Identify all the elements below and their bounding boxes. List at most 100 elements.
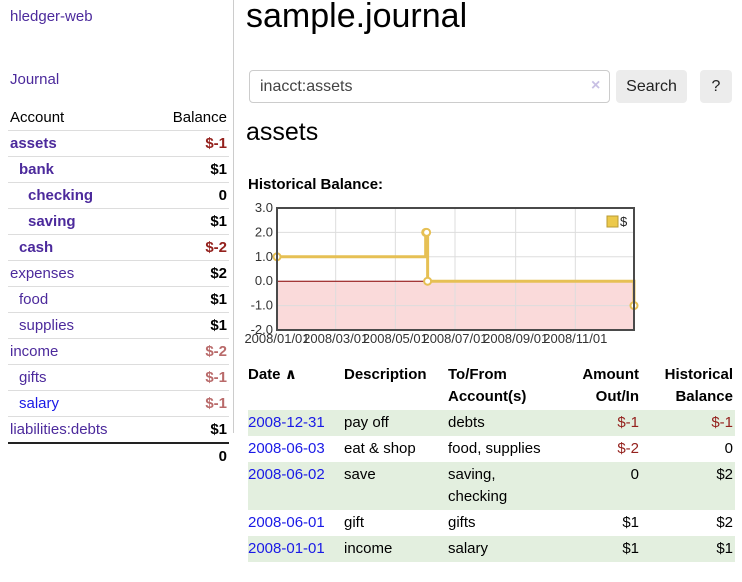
search-button[interactable]: Search xyxy=(616,70,687,103)
account-link-assets[interactable]: assets xyxy=(10,135,57,152)
legend-label: $ xyxy=(620,214,628,229)
transaction-date-link[interactable]: 2008-06-03 xyxy=(248,440,325,457)
transaction-date-link[interactable]: 2008-06-02 xyxy=(248,466,325,483)
y-tick-label: 2.0 xyxy=(255,224,273,239)
register-header-account: To/From Account(s) xyxy=(448,366,527,405)
register-row: 2008-06-02 save saving, checking 0 $2 xyxy=(248,462,735,510)
register-header-description: Description xyxy=(344,366,427,383)
account-row: expenses $2 xyxy=(8,260,229,287)
x-tick-label: 2008/01/01 xyxy=(244,331,309,346)
x-tick-label: 2008/11/01 xyxy=(543,331,607,346)
y-tick-label: -2.0 xyxy=(251,322,273,337)
data-point[interactable] xyxy=(423,276,433,286)
y-tick-label: 3.0 xyxy=(255,200,273,215)
register-table: Date ∧ Description To/From Account(s) Am… xyxy=(248,362,735,562)
transaction-amount: $-1 xyxy=(570,410,641,436)
account-balance: $-1 xyxy=(148,390,229,417)
accounts-header-row: Account Balance xyxy=(8,105,229,131)
account-row: salary $-1 xyxy=(8,390,229,417)
register-header-date[interactable]: Date ∧ xyxy=(248,366,297,383)
account-balance: $2 xyxy=(148,260,229,287)
register-header-amount: Amount Out/In xyxy=(582,366,639,405)
account-link-income[interactable]: income xyxy=(10,343,59,360)
transaction-description: gift xyxy=(344,514,365,531)
sort-ascending-icon: ∧ xyxy=(284,366,297,383)
account-balance: $1 xyxy=(148,286,229,313)
account-link-expenses[interactable]: expenses xyxy=(10,265,75,282)
transaction-description: income xyxy=(344,536,448,562)
page-title: sample.journal xyxy=(246,0,468,35)
account-row: gifts $-1 xyxy=(8,364,229,391)
transaction-description: pay off xyxy=(344,410,448,436)
transaction-balance: $-1 xyxy=(641,410,735,436)
x-tick-label: 2008/05/01 xyxy=(363,331,428,346)
y-tick-label: -1.0 xyxy=(251,298,273,313)
register-row: 2008-06-03 eat & shop food, supplies $-2 0 xyxy=(248,436,735,462)
transaction-amount: $1 xyxy=(622,514,639,531)
search-form: × Search ? xyxy=(249,70,732,103)
account-link-saving[interactable]: saving xyxy=(28,213,76,230)
y-tick-label: 1.0 xyxy=(255,249,273,264)
transaction-date-link[interactable]: 2008-01-01 xyxy=(248,540,325,557)
account-link-cash[interactable]: cash xyxy=(19,239,54,256)
sidebar-divider xyxy=(233,0,234,433)
clear-search-icon[interactable]: × xyxy=(591,77,601,94)
account-link-supplies[interactable]: supplies xyxy=(19,317,75,334)
transaction-description: eat & shop xyxy=(344,440,416,457)
x-tick-label: 2008/07/01 xyxy=(422,331,487,346)
register-row: 2008-12-31 pay off debts $-1 $-1 xyxy=(248,410,735,436)
transaction-balance: $2 xyxy=(716,514,733,531)
account-balance: $-1 xyxy=(148,130,229,157)
account-balance: $1 xyxy=(148,156,229,183)
search-input[interactable] xyxy=(249,70,610,103)
account-link-checking[interactable]: checking xyxy=(28,187,94,204)
register-row: 2008-01-01 income salary $1 $1 xyxy=(248,536,735,562)
transaction-date-link[interactable]: 2008-12-31 xyxy=(248,414,325,431)
account-link-salary[interactable]: salary xyxy=(19,395,60,412)
transaction-accounts: gifts xyxy=(448,514,476,531)
register-header-balance: Historical Balance xyxy=(664,366,733,405)
account-row: food $1 xyxy=(8,286,229,313)
account-balance: $-2 xyxy=(148,338,229,365)
transaction-balance: $1 xyxy=(641,536,735,562)
y-tick-label: 0.0 xyxy=(255,273,273,288)
account-row: income $-2 xyxy=(8,338,229,365)
transaction-accounts: salary xyxy=(448,536,570,562)
legend-swatch xyxy=(606,215,619,228)
transaction-description: save xyxy=(344,462,448,510)
transaction-accounts: debts xyxy=(448,410,570,436)
data-point[interactable] xyxy=(422,227,432,237)
transaction-accounts: saving, checking xyxy=(448,462,570,510)
account-balance: $-1 xyxy=(148,364,229,391)
historical-balance-chart: $3.0 2.0 1.0 0.0 -1.0 -2.02008/01/012008/03/0… xyxy=(244,200,639,346)
transaction-amount: $1 xyxy=(570,536,641,562)
plot-border xyxy=(276,207,635,331)
account-row: saving $1 xyxy=(8,208,229,235)
account-link-bank[interactable]: bank xyxy=(19,161,55,178)
account-link-liabilities-debts[interactable]: liabilities:debts xyxy=(10,421,108,438)
transaction-accounts: food, supplies xyxy=(448,440,541,457)
x-tick-label: 2008/09/01 xyxy=(483,331,548,346)
account-balance: $1 xyxy=(148,416,229,443)
account-row: assets $-1 xyxy=(8,130,229,157)
account-row: supplies $1 xyxy=(8,312,229,339)
sidebar-item-journal[interactable]: Journal xyxy=(10,71,60,88)
accounts-balance-table: Account Balance assets $-1 bank $1 checking 0… xyxy=(8,105,229,469)
account-link-food[interactable]: food xyxy=(19,291,49,308)
account-balance: $1 xyxy=(148,312,229,339)
account-row: cash $-2 xyxy=(8,234,229,261)
help-button[interactable]: ? xyxy=(700,70,732,103)
account-row: checking 0 xyxy=(8,182,229,209)
account-link-gifts[interactable]: gifts xyxy=(19,369,47,386)
register-row: 2008-06-01 gift gifts $1 $2 xyxy=(248,510,735,536)
transaction-date-link[interactable]: 2008-06-01 xyxy=(248,514,325,531)
accounts-total-row: 0 xyxy=(8,442,229,469)
transaction-balance: $2 xyxy=(641,462,735,510)
register-header-row: Date ∧ Description To/From Account(s) Am… xyxy=(248,362,735,410)
account-balance: $1 xyxy=(148,208,229,235)
accounts-total-spacer xyxy=(8,442,149,469)
account-balance: 0 xyxy=(148,182,229,209)
app-title-link[interactable]: hledger-web xyxy=(10,8,93,25)
account-row: liabilities:debts $1 xyxy=(8,416,229,443)
accounts-header-balance: Balance xyxy=(172,109,227,126)
